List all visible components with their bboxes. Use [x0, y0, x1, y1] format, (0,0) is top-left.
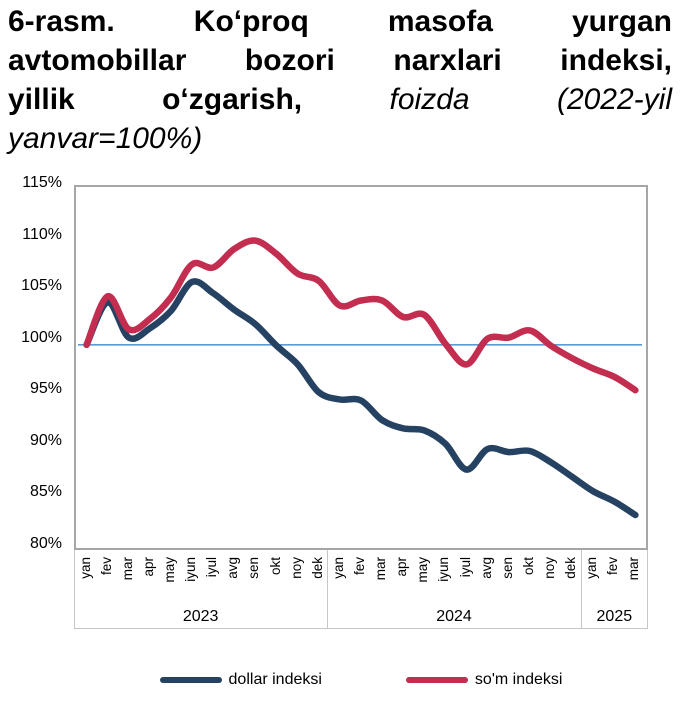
legend-item-som: so'm indeksi	[405, 670, 563, 690]
axis-separator	[74, 550, 75, 628]
y-tick-label: 100%	[21, 328, 62, 346]
legend-label: so'm indeksi	[474, 671, 563, 688]
title-line-2: avtomobillar bozori narxlari indeksi,	[8, 41, 672, 80]
axis-bottom-rule	[74, 628, 648, 629]
x-tick-label: dek	[309, 557, 325, 579]
y-tick-label: 110%	[22, 225, 62, 243]
series-line-dollar	[83, 278, 639, 519]
legend-swatch-icon	[159, 677, 222, 683]
x-tick-label: mar	[119, 557, 135, 581]
x-tick-label: noy	[288, 557, 304, 579]
x-tick-label: dek	[563, 557, 579, 579]
title-text: yillik oʻzgarish,	[8, 83, 303, 116]
figure-title: 6-rasm. Koʻproq masofa yurgan avtomobill…	[8, 2, 672, 158]
title-text-italic: foizda (2022-yil	[389, 83, 672, 116]
plot-area	[74, 185, 648, 550]
x-tick-label: apr	[140, 557, 156, 577]
y-tick-label: 90%	[29, 431, 62, 449]
title-text-italic: yanvar=100%)	[8, 122, 203, 155]
legend-item-dollar: dollar indeksi	[159, 670, 322, 690]
title-line-3: yillik oʻzgarish, foizda (2022-yil	[8, 80, 672, 119]
x-tick-label: mar	[626, 557, 642, 581]
title-line-1: 6-rasm. Koʻproq masofa yurgan	[8, 2, 672, 41]
x-tick-label: mar	[373, 557, 389, 581]
title-text: 6-rasm. Koʻproq masofa yurgan	[8, 5, 672, 38]
x-tick-label: noy	[542, 557, 557, 579]
x-tick-label: iyul	[457, 557, 473, 578]
y-tick-label: 80%	[29, 535, 62, 552]
axis-separator	[327, 550, 329, 628]
x-tick-label: yan	[77, 557, 93, 579]
x-tick-label: fev	[98, 557, 114, 576]
x-tick-label: sen	[246, 557, 262, 579]
x-tick-label: okt	[520, 557, 536, 576]
x-tick-label: avg	[225, 557, 241, 579]
x-tick-label: fev	[605, 557, 621, 576]
x-tick-label: may	[162, 557, 177, 583]
x-tick-label: yan	[330, 557, 346, 579]
x-tick-label: iyun	[436, 557, 452, 582]
y-tick-label: 95%	[29, 380, 62, 398]
chart-canvas	[78, 237, 642, 519]
x-tick-label: iyul	[204, 557, 220, 578]
axis-separator	[580, 550, 582, 628]
x-tick-label: may	[415, 557, 431, 583]
y-tick-label: 85%	[29, 483, 62, 501]
x-tick-label: avg	[478, 557, 494, 579]
x-tick-label: yan	[584, 557, 600, 579]
legend-label: dollar indeksi	[228, 671, 322, 688]
legend: dollar indeksi so'm indeksi	[74, 668, 648, 692]
x-tick-label: sen	[499, 557, 515, 579]
legend-swatch-icon	[405, 677, 468, 683]
x-tick-label: okt	[267, 557, 283, 576]
y-tick-label: 105%	[21, 277, 62, 295]
y-tick-label: 115%	[22, 174, 62, 191]
x-tick-label: apr	[394, 557, 410, 577]
title-text: avtomobillar bozori narxlari indeksi,	[8, 44, 672, 77]
axis-separator	[647, 550, 648, 628]
year-label: 2023	[182, 608, 219, 625]
x-tick-label: fev	[352, 557, 367, 576]
title-line-4: yanvar=100%)	[8, 119, 672, 158]
year-label: 2025	[596, 608, 633, 625]
series-line-som	[83, 237, 639, 394]
x-tick-label: iyun	[183, 557, 199, 582]
year-label: 2024	[436, 608, 472, 625]
